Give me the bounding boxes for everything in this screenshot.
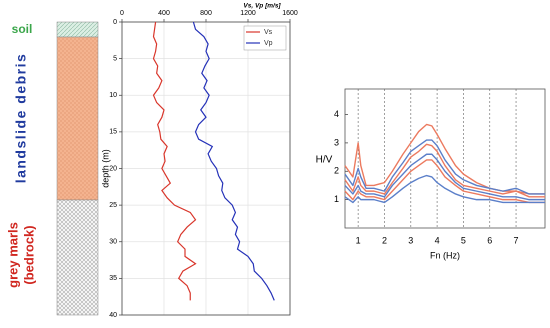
velocity-line (192, 21, 275, 301)
x-tick-label: 7 (514, 235, 519, 245)
x-axis-label: Fn (Hz) (430, 250, 460, 260)
y-axis-label: H/V (316, 155, 333, 166)
x-tick-label: 1600 (282, 10, 298, 17)
hv-curve (344, 143, 545, 198)
strat-column (56, 21, 99, 316)
legend-label: Vs (264, 29, 273, 36)
y-tick-label: 4 (334, 109, 339, 119)
y-tick-label: 3 (334, 137, 339, 147)
y-tick-label: 30 (109, 239, 117, 246)
hv-curve (344, 153, 545, 201)
x-tick-label: 1 (356, 235, 361, 245)
x-tick-label: 5 (461, 235, 466, 245)
x-tick-label: 6 (487, 235, 492, 245)
y-tick-label: 25 (109, 202, 117, 209)
x-tick-label: 2 (382, 235, 387, 245)
x-axis-label: Vs, Vp [m/s] (243, 3, 281, 10)
hv-curve (344, 159, 545, 204)
debris-layer (56, 36, 99, 201)
legend-box (243, 25, 287, 51)
marls-layer (56, 199, 99, 316)
y-axis-label: depth (m) (100, 149, 110, 188)
y-tick-label: 1 (334, 194, 339, 204)
y-tick-label: 20 (109, 165, 117, 172)
hv-curve (344, 139, 545, 195)
strata-label: landslide debris (13, 53, 29, 184)
y-tick-label: 15 (109, 129, 117, 136)
hv-curve (344, 174, 545, 204)
x-tick-label: 800 (200, 10, 212, 17)
x-tick-label: 1200 (240, 10, 256, 17)
strata-label: grey marls (5, 222, 20, 288)
y-tick-label: 0 (113, 19, 117, 26)
x-tick-label: 400 (158, 10, 170, 17)
plot-frame (344, 88, 546, 229)
plot-frame (121, 21, 291, 316)
velocity-line (152, 21, 197, 301)
x-tick-label: 0 (120, 10, 124, 17)
legend-label: Vp (264, 40, 273, 47)
strata-label: (bedrock) (21, 225, 36, 284)
y-tick-label: 40 (109, 312, 117, 319)
x-tick-label: 3 (408, 235, 413, 245)
y-tick-label: 10 (109, 92, 117, 99)
strata-label: soil (12, 22, 33, 36)
soil-layer (56, 21, 99, 38)
y-tick-label: 5 (113, 55, 117, 62)
x-tick-label: 4 (435, 235, 440, 245)
y-tick-label: 35 (109, 275, 117, 282)
y-tick-label: 2 (334, 166, 339, 176)
